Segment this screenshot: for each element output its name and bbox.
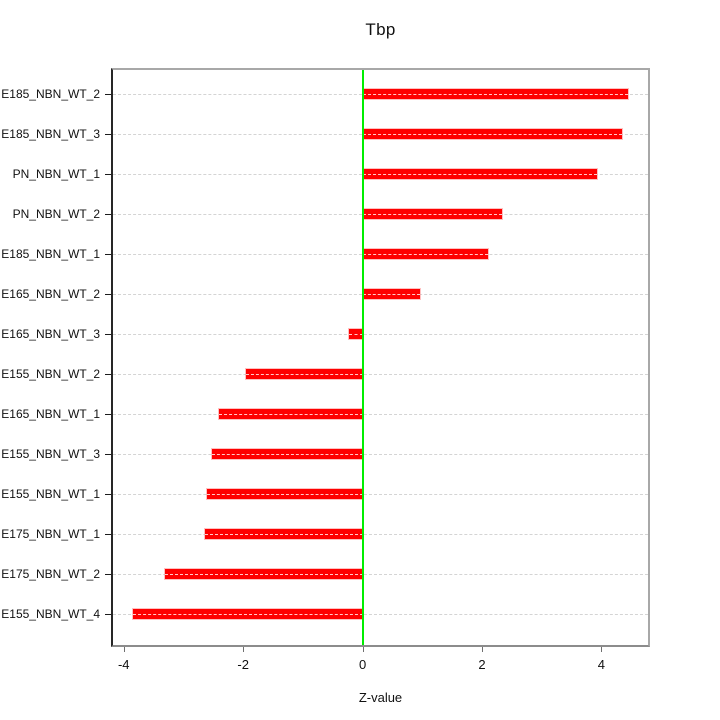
y-axis-tick [105,94,112,95]
bar-dash-pattern [362,134,622,135]
x-axis-tick [123,645,125,652]
grid-line [113,494,648,495]
grid-line [113,414,648,415]
bar-dash-pattern [207,494,363,495]
y-axis-tick [105,614,112,615]
bar-dash-pattern [362,174,597,175]
bar-dash-pattern [362,94,629,95]
y-axis-label: E155_NBN_WT_1 [1,487,100,501]
y-axis-label: E185_NBN_WT_2 [1,87,100,101]
x-axis-tick-label: 2 [478,657,486,672]
x-axis-title: Z-value [358,690,403,705]
y-axis-tick [105,374,112,375]
bar-dash-pattern [246,374,363,375]
grid-line [113,454,648,455]
bar-dash-pattern [349,334,363,335]
x-axis-tick [243,645,245,652]
x-axis-tick [601,645,603,652]
y-axis-tick [105,254,112,255]
y-axis-tick [105,574,112,575]
zero-reference-line [361,70,364,645]
x-axis-tick [482,645,483,652]
y-axis-label: E175_NBN_WT_2 [1,567,100,581]
plot-area: E185_NBN_WT_2 E185_NBN_WT_3 PN_NBN_WT_1 PN_… [1,68,650,672]
y-axis-tick [105,294,112,295]
grid-line [113,374,648,375]
y-axis-tick [105,174,112,175]
y-axis-tick [105,534,112,535]
bar-dash-pattern [362,294,421,295]
bar-dash-pattern [211,454,363,455]
x-axis-tick-label: -4 [117,657,130,672]
y-axis-tick [105,214,112,215]
y-axis-label: E165_NBN_WT_3 [1,327,100,341]
bar-dash-pattern [132,614,363,615]
y-axis-label: E155_NBN_WT_4 [1,607,100,621]
y-axis-label: E155_NBN_WT_2 [1,367,100,381]
y-axis-label: E185_NBN_WT_1 [1,247,100,261]
chart-title: Tbp [365,20,396,39]
y-axis-label: E175_NBN_WT_1 [1,527,100,541]
x-axis-tick-label: -2 [237,657,249,672]
y-axis-label: E155_NBN_WT_3 [1,447,100,461]
y-axis-tick [105,334,112,335]
y-axis-tick [105,454,112,455]
y-axis-label: E185_NBN_WT_3 [1,127,100,141]
y-axis-label: E165_NBN_WT_2 [1,287,100,301]
y-axis-label: E165_NBN_WT_1 [1,407,100,421]
y-axis-label: PN_NBN_WT_1 [12,167,100,181]
x-axis-tick [362,645,364,652]
grid-line [113,334,648,335]
grid-line [113,534,648,535]
grid-line [113,574,648,575]
x-axis-tick-label: 0 [358,657,367,672]
bar-dash-pattern [362,214,503,215]
bar-dash-pattern [362,254,488,255]
y-axis-tick [105,414,112,415]
x-axis-tick-label: 4 [597,657,606,672]
bar-dash-pattern [164,574,363,575]
y-axis-label: PN_NBN_WT_2 [12,207,100,221]
y-axis-tick [105,134,112,135]
plot-border-box [111,68,650,647]
grid-line [113,614,648,615]
y-axis-tick [105,494,112,495]
bar-dash-pattern [204,534,363,535]
bar-dash-pattern [218,414,363,415]
